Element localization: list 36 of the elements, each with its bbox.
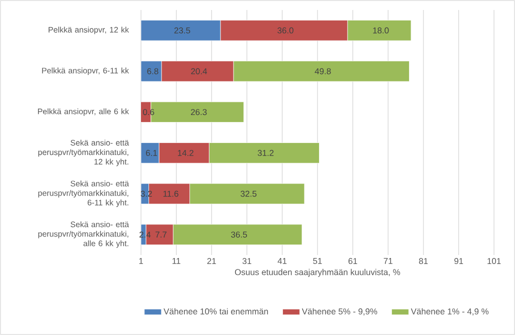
y-tick-label: Pelkkä ansiopvr, alle 6 kk [38,108,129,116]
legend-label: Vähenee 1% - 4,9 % [410,308,489,316]
y-tick-label: Sekä ansio- että peruspvr/työmarkkinatuki, 6-11 kk yht. [38,180,129,207]
x-tick-label: 11 [172,258,180,264]
x-tick-label: 81 [419,258,428,264]
x-tick-label: 21 [207,258,216,264]
data-label: 49.8 [314,68,331,74]
data-label: 26.3 [190,109,207,116]
x-tick-label: 41 [278,258,287,264]
x-tick-label: 101 [488,258,501,264]
y-tick-label: Sekä ansio- että peruspvr/työmarkkinatuki, alle 6 kk yht. [38,221,129,248]
data-label: 20.4 [191,68,208,74]
legend-label: Vähenee 5% - 9,9% [302,308,378,316]
x-tick-label: 51 [313,258,322,264]
x-tick-label: 1 [139,258,143,264]
y-tick-label: Pelkkä ansiopvr, 6-11 kk [42,68,129,75]
y-tick-label: Pelkkä ansiopvr, 12 kk [48,26,129,34]
data-label: 36.5 [231,232,247,238]
data-label: 11.6 [163,190,178,197]
data-label: 7.7 [156,232,167,238]
data-label: 2.4 [139,232,151,238]
y-tick-label: Sekä ansio- että peruspvr/työmarkkinatuki, 12 kk yht. [38,140,129,166]
data-label: 18.0 [373,27,389,34]
data-label: 36.0 [278,27,294,34]
data-label: 32.5 [240,190,256,197]
x-tick-label: 31 [242,258,252,264]
x-tick-label: 61 [348,258,358,264]
data-label: 6.1 [146,150,157,156]
data-label: 31.2 [258,150,274,156]
x-tick-label: 71 [384,258,392,264]
x-axis-title: Osuus etuuden saajaryhmään kuuluvista, % [234,268,400,277]
data-label: 6.8 [147,68,158,74]
data-label: 23.5 [174,27,190,34]
data-label: 14.2 [178,150,194,156]
legend-label: Vähenee 10% tai enemmän [164,308,268,314]
x-tick-label: 91 [454,258,464,264]
